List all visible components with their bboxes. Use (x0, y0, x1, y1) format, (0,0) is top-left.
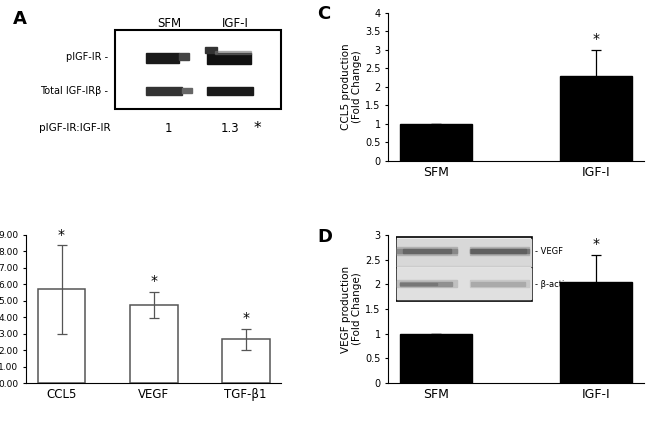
Text: *: * (58, 227, 65, 242)
Text: pIGF-IR -: pIGF-IR - (66, 52, 108, 62)
Text: Total IGF-IRβ -: Total IGF-IRβ - (40, 86, 108, 96)
Text: *: * (242, 312, 249, 325)
Text: 1.3: 1.3 (221, 122, 239, 135)
Bar (179, 53, 189, 60)
Text: *: * (592, 32, 599, 46)
Text: SFM: SFM (157, 17, 181, 30)
Text: pIGF-IR:IGF-IR: pIGF-IR:IGF-IR (39, 123, 111, 133)
Y-axis label: CCL5 production
(Fold Change): CCL5 production (Fold Change) (341, 43, 363, 130)
Bar (129, 305, 177, 383)
Text: A: A (13, 10, 27, 28)
Bar (207, 53, 250, 64)
Bar (207, 88, 253, 95)
Bar (115, 30, 281, 109)
Bar (146, 53, 179, 63)
Text: IGF-I: IGF-I (222, 17, 249, 30)
Bar (400, 124, 472, 161)
Text: 1: 1 (165, 122, 173, 135)
Bar (222, 339, 270, 383)
Bar (205, 47, 217, 53)
Bar (181, 88, 192, 93)
Bar (214, 51, 250, 54)
Bar (560, 76, 632, 161)
Text: C: C (317, 5, 330, 23)
Bar (560, 282, 632, 383)
Text: *: * (253, 121, 261, 136)
Y-axis label: VEGF production
(Fold Change): VEGF production (Fold Change) (341, 266, 363, 352)
Text: *: * (150, 274, 157, 288)
Bar (38, 289, 85, 383)
Text: D: D (317, 227, 332, 245)
Bar (400, 334, 472, 383)
Bar (146, 88, 181, 95)
Text: *: * (592, 237, 599, 251)
